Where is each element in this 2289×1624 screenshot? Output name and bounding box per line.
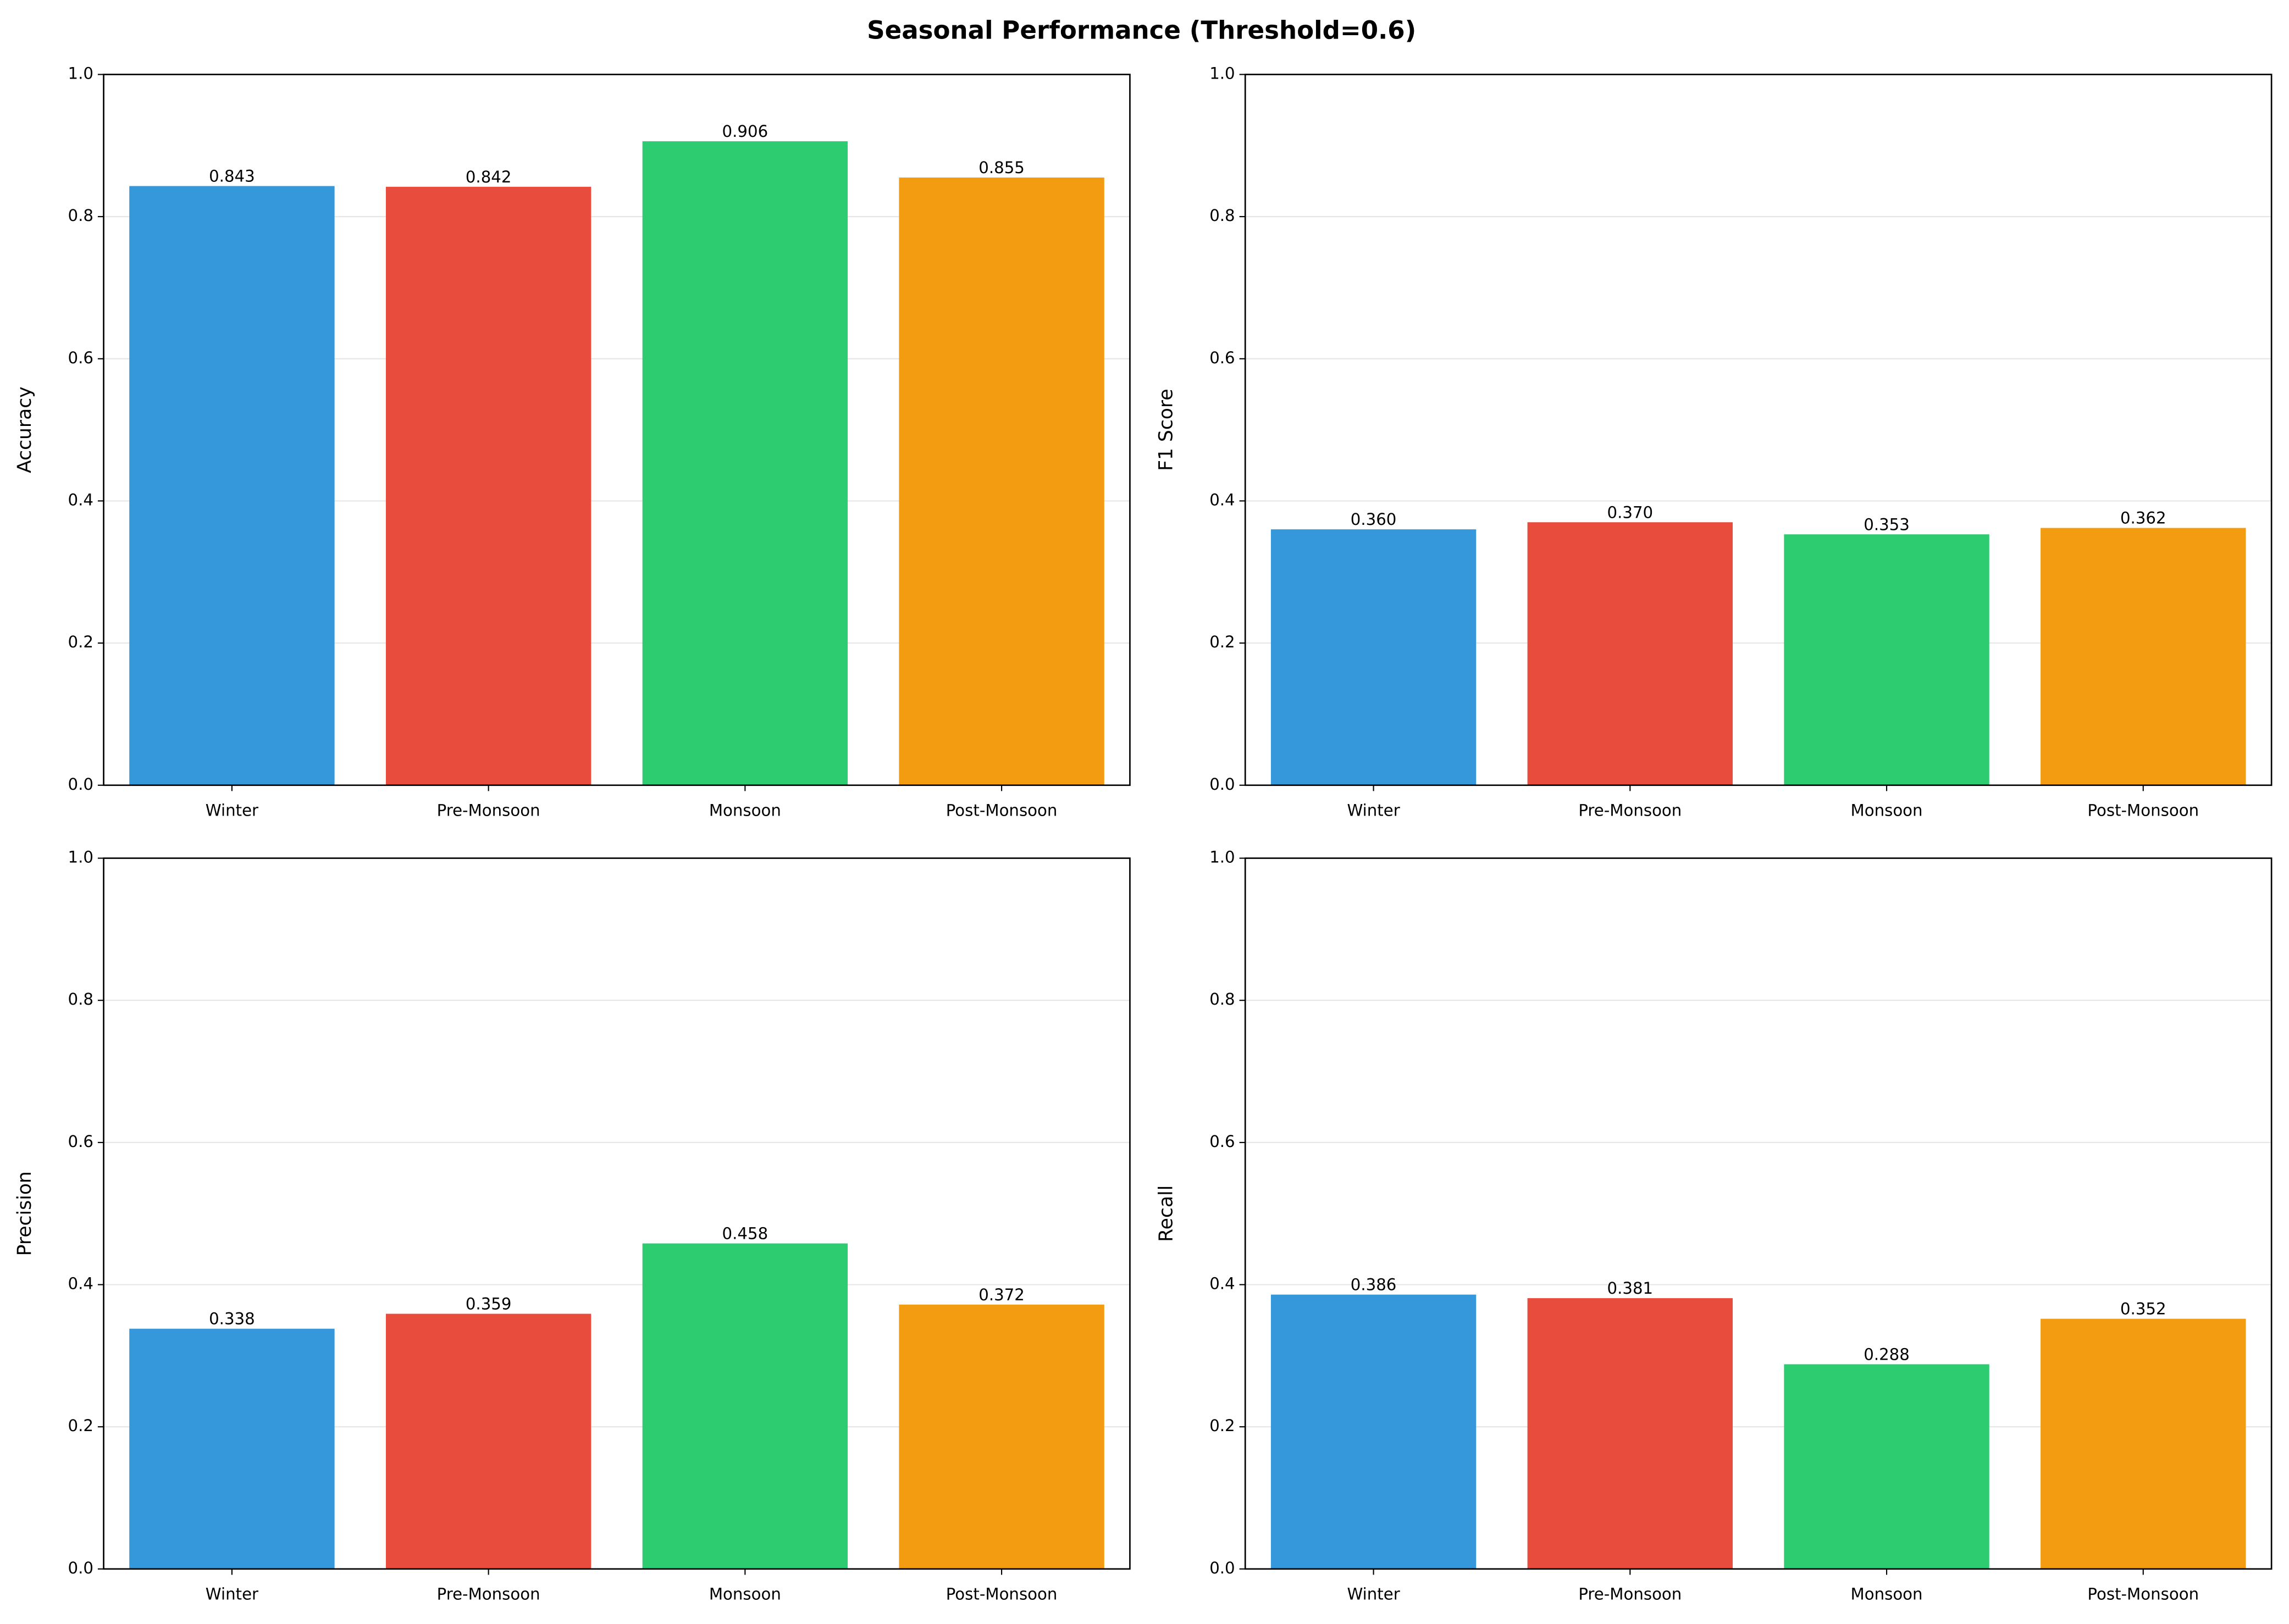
x-tick-label: Monsoon — [1851, 1585, 1923, 1604]
bar — [1270, 1294, 1477, 1569]
y-axis-label: F1 Score — [1155, 389, 1177, 470]
axes-frame — [103, 74, 1131, 786]
value-label: 0.338 — [209, 1310, 255, 1328]
bar — [1784, 534, 1989, 785]
y-tick-label: 1.0 — [1209, 64, 1235, 82]
figure-title: Seasonal Performance (Threshold=0.6) — [867, 15, 1416, 45]
bar — [385, 1313, 591, 1569]
bar — [385, 186, 591, 785]
axes-frame — [103, 857, 1131, 1570]
x-tick-label: Winter — [1347, 1585, 1400, 1604]
axes-frame — [1244, 857, 2273, 1570]
y-tick-label: 0.0 — [1209, 775, 1235, 794]
value-label: 0.360 — [1351, 510, 1397, 529]
y-tick-label: 0.6 — [1209, 348, 1235, 367]
value-label: 0.842 — [466, 168, 512, 186]
x-tick-label: Post-Monsoon — [946, 1585, 1058, 1604]
y-tick-label: 0.2 — [1209, 633, 1235, 651]
y-tick-label: 0.4 — [1209, 1274, 1235, 1293]
bar — [642, 1243, 848, 1569]
x-tick-label: Winter — [206, 801, 258, 820]
y-tick-label: 0.2 — [68, 1416, 93, 1435]
x-tick-label: Pre-Monsoon — [1578, 1585, 1682, 1604]
y-tick-label: 1.0 — [1209, 848, 1235, 867]
y-tick-label: 0.6 — [68, 1132, 93, 1151]
y-tick-label: 0.6 — [1209, 1132, 1235, 1151]
value-label: 0.362 — [2120, 509, 2166, 528]
value-label: 0.353 — [1864, 515, 1910, 534]
x-tick-label: Pre-Monsoon — [437, 801, 540, 820]
axes-frame — [1244, 74, 2273, 786]
value-label: 0.372 — [978, 1285, 1025, 1304]
bar — [899, 1304, 1104, 1569]
x-tick-label: Winter — [1347, 801, 1400, 820]
bar — [2041, 1318, 2246, 1569]
y-tick-label: 0.8 — [68, 990, 93, 1008]
bar — [129, 186, 335, 785]
value-label: 0.386 — [1351, 1276, 1397, 1294]
bar — [129, 1328, 335, 1569]
value-label: 0.288 — [1864, 1345, 1910, 1364]
y-tick-label: 0.4 — [68, 490, 93, 509]
y-tick-label: 0.6 — [68, 348, 93, 367]
y-tick-label: 0.0 — [1209, 1559, 1235, 1577]
x-tick-label: Monsoon — [1851, 801, 1923, 820]
bar — [2041, 528, 2246, 785]
y-axis-label: Accuracy — [14, 386, 36, 473]
y-tick-label: 1.0 — [68, 64, 93, 82]
bar — [1270, 529, 1477, 785]
value-label: 0.458 — [722, 1224, 768, 1243]
y-tick-label: 0.2 — [68, 633, 93, 651]
bar — [899, 178, 1104, 785]
x-tick-label: Post-Monsoon — [946, 801, 1058, 820]
y-tick-label: 0.8 — [1209, 990, 1235, 1008]
y-tick-label: 0.8 — [68, 206, 93, 225]
bar — [1784, 1364, 1989, 1569]
x-tick-label: Post-Monsoon — [2087, 801, 2199, 820]
y-tick-label: 0.8 — [1209, 206, 1235, 225]
bar — [1527, 522, 1733, 785]
x-tick-label: Winter — [206, 1585, 258, 1604]
y-tick-label: 0.0 — [68, 1559, 93, 1577]
y-tick-label: 0.2 — [1209, 1416, 1235, 1435]
value-label: 0.370 — [1607, 503, 1654, 522]
y-axis-label: Recall — [1155, 1185, 1177, 1242]
value-label: 0.381 — [1607, 1279, 1654, 1298]
value-label: 0.359 — [466, 1295, 512, 1313]
x-tick-label: Monsoon — [709, 801, 781, 820]
value-label: 0.855 — [978, 158, 1025, 177]
x-tick-label: Monsoon — [709, 1585, 781, 1604]
value-label: 0.906 — [722, 122, 768, 141]
bar — [1527, 1298, 1733, 1569]
y-tick-label: 1.0 — [68, 848, 93, 867]
y-tick-label: 0.0 — [68, 775, 93, 794]
x-tick-label: Pre-Monsoon — [437, 1585, 540, 1604]
x-tick-label: Pre-Monsoon — [1578, 801, 1682, 820]
value-label: 0.352 — [2120, 1300, 2166, 1318]
y-axis-label: Precision — [14, 1171, 36, 1256]
y-tick-label: 0.4 — [68, 1274, 93, 1293]
value-label: 0.843 — [209, 167, 255, 186]
bar — [642, 141, 848, 785]
x-tick-label: Post-Monsoon — [2087, 1585, 2199, 1604]
y-tick-label: 0.4 — [1209, 490, 1235, 509]
